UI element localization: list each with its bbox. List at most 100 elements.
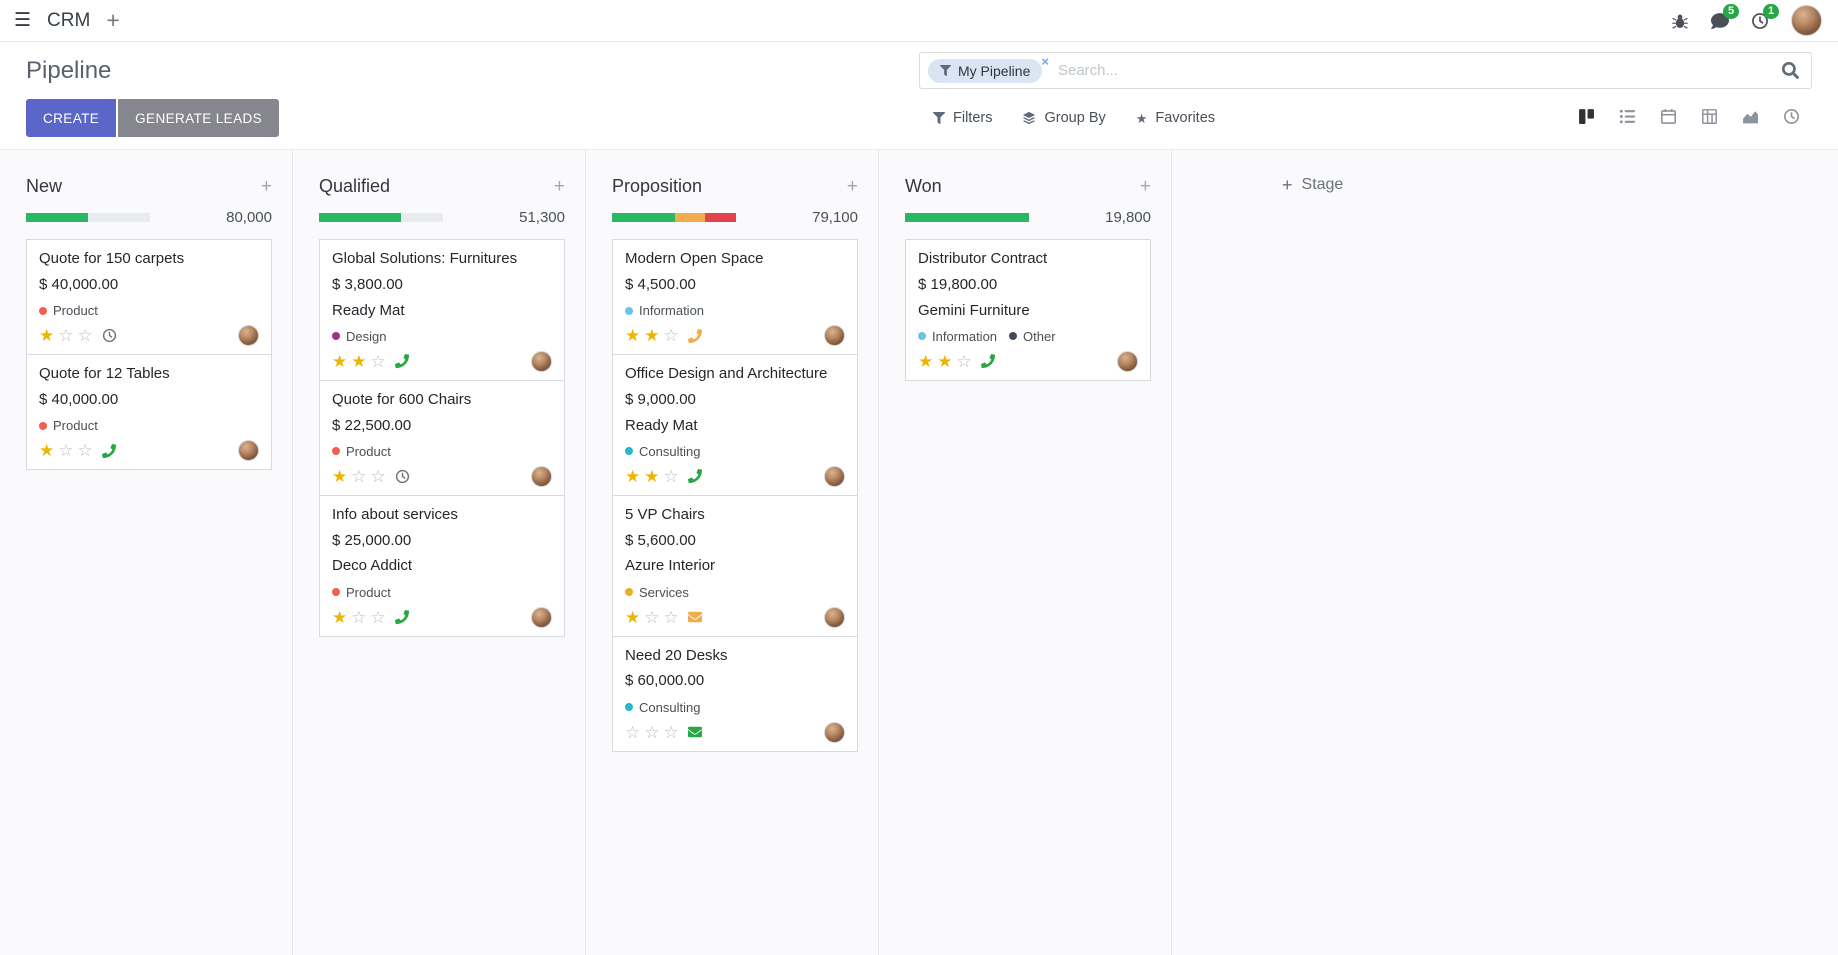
tag-color-dot	[625, 703, 633, 711]
view-pivot-button[interactable]	[1689, 101, 1730, 135]
kanban-card[interactable]: Global Solutions: Furnitures $ 3,800.00 Re…	[319, 239, 565, 381]
kanban-card[interactable]: 5 VP Chairs $ 5,600.00 Azure Interior Servi…	[612, 494, 858, 637]
priority-star[interactable]: ★	[918, 351, 934, 371]
debug-bug-icon[interactable]	[1671, 12, 1689, 30]
priority-star[interactable]: ☆	[644, 722, 660, 742]
priority-star[interactable]: ★	[625, 466, 641, 486]
priority-star[interactable]: ★	[332, 351, 348, 371]
view-calendar-button[interactable]	[1648, 101, 1689, 135]
kanban-card[interactable]: Quote for 12 Tables $ 40,000.00 Product ★ ☆…	[26, 354, 272, 470]
column-quick-create-icon[interactable]: +	[260, 176, 272, 197]
view-graph-button[interactable]	[1730, 101, 1771, 135]
priority-star[interactable]: ★	[39, 441, 55, 460]
kanban-card[interactable]: Info about services $ 25,000.00 Deco Addic…	[319, 494, 565, 637]
apps-menu-icon[interactable]: ☰	[14, 10, 32, 31]
priority-star[interactable]: ★	[937, 351, 953, 371]
column-title: New	[26, 176, 63, 196]
phone-activity-icon[interactable]	[101, 443, 116, 458]
column-progressbar[interactable]	[26, 213, 150, 222]
phone-activity-icon[interactable]	[394, 354, 409, 369]
priority-star[interactable]: ★	[332, 466, 348, 486]
phone-activity-icon[interactable]	[394, 610, 409, 624]
phone-activity-icon[interactable]	[687, 469, 702, 484]
progress-segment[interactable]	[675, 213, 705, 222]
priority-star[interactable]: ★	[332, 607, 348, 627]
priority-star[interactable]: ☆	[370, 607, 386, 627]
kanban-card[interactable]: Modern Open Space $ 4,500.00 Information ★…	[612, 239, 858, 355]
create-button[interactable]: CREATE	[26, 99, 117, 137]
priority-star[interactable]: ☆	[663, 607, 679, 627]
priority-star[interactable]: ☆	[58, 441, 74, 460]
priority-star[interactable]: ★	[625, 326, 641, 345]
priority-star[interactable]: ☆	[77, 326, 93, 345]
card-tags: Consulting	[625, 698, 845, 720]
progress-segment[interactable]	[26, 213, 88, 222]
priority-star[interactable]: ★	[644, 466, 660, 486]
kanban-card[interactable]: Need 20 Desks $ 60,000.00 Consulting ☆ ☆ ☆	[612, 635, 858, 752]
group-by-button[interactable]: Group By	[1022, 110, 1106, 126]
priority-star[interactable]: ☆	[370, 351, 386, 371]
email-activity-icon[interactable]	[687, 610, 702, 624]
activities-button[interactable]: 1	[1751, 3, 1780, 30]
facet-remove-icon[interactable]: ×	[1041, 54, 1049, 69]
priority-star[interactable]: ★	[351, 351, 367, 371]
kanban-card[interactable]: Distributor Contract $ 19,800.00 Gemini Fu…	[905, 239, 1151, 381]
priority-star[interactable]: ☆	[351, 466, 367, 486]
layers-icon	[1023, 111, 1036, 125]
progress-segment[interactable]	[88, 213, 150, 222]
view-list-button[interactable]	[1607, 101, 1648, 135]
column-progressbar[interactable]	[905, 213, 1029, 222]
priority-star[interactable]: ☆	[956, 351, 972, 371]
progress-segment[interactable]	[704, 213, 736, 222]
priority-star[interactable]: ☆	[370, 466, 386, 486]
filters-button[interactable]: Filters	[933, 110, 992, 126]
kanban-card[interactable]: Office Design and Architecture $ 9,000.00…	[612, 354, 858, 496]
column-progress-row: 80,000	[26, 209, 272, 226]
priority-star[interactable]: ☆	[58, 326, 74, 345]
email-activity-icon[interactable]	[687, 725, 702, 739]
phone-activity-icon[interactable]	[687, 328, 702, 343]
search-input[interactable]	[1049, 62, 1782, 79]
column-quick-create-icon[interactable]: +	[846, 176, 858, 197]
column-progressbar[interactable]	[612, 213, 736, 222]
search-icon[interactable]	[1782, 62, 1799, 79]
navbar-plus-icon[interactable]: +	[106, 7, 120, 33]
clock-activity-icon[interactable]	[395, 469, 410, 484]
user-avatar[interactable]	[1791, 5, 1822, 36]
tag-color-dot	[332, 447, 340, 456]
column-quick-create-icon[interactable]: +	[553, 176, 565, 197]
app-name[interactable]: CRM	[47, 9, 91, 31]
salesperson-avatar	[1117, 350, 1138, 372]
kanban-card[interactable]: Quote for 150 carpets $ 40,000.00 Product …	[26, 239, 272, 355]
priority-star[interactable]: ☆	[644, 607, 660, 627]
generate-leads-button[interactable]: GENERATE LEADS	[118, 99, 280, 137]
messages-button[interactable]: 5	[1711, 3, 1740, 30]
view-activity-button[interactable]	[1771, 101, 1812, 135]
column-quick-create-icon[interactable]: +	[1139, 176, 1151, 197]
priority-star[interactable]: ☆	[663, 722, 679, 742]
favorites-button[interactable]: ★ Favorites	[1136, 110, 1215, 126]
progress-segment[interactable]	[612, 213, 676, 222]
search-bar[interactable]: My Pipeline ×	[919, 52, 1812, 89]
view-kanban-button[interactable]	[1566, 101, 1607, 135]
add-stage-button[interactable]: + Stage	[1282, 176, 1343, 194]
priority-star[interactable]: ★	[644, 326, 660, 345]
progress-segment[interactable]	[319, 213, 401, 222]
priority-star[interactable]: ☆	[625, 722, 641, 742]
priority-star[interactable]: ☆	[663, 466, 679, 486]
priority-star[interactable]: ☆	[351, 607, 367, 627]
kanban-card[interactable]: Quote for 600 Chairs $ 22,500.00 Product ★…	[319, 379, 565, 496]
progress-segment[interactable]	[400, 213, 443, 222]
priority-star[interactable]: ☆	[663, 326, 679, 345]
column-header: Proposition +	[612, 176, 858, 197]
column-total: 51,300	[519, 209, 565, 226]
column-cards: Quote for 150 carpets $ 40,000.00 Product …	[26, 239, 272, 470]
priority-star[interactable]: ☆	[77, 441, 93, 460]
priority-stars: ★ ★ ☆	[625, 468, 679, 485]
column-progressbar[interactable]	[319, 213, 443, 222]
priority-star[interactable]: ★	[625, 607, 641, 627]
priority-star[interactable]: ★	[39, 326, 55, 345]
progress-segment[interactable]	[905, 213, 1029, 222]
clock-activity-icon[interactable]	[102, 328, 117, 343]
phone-activity-icon[interactable]	[980, 354, 995, 369]
